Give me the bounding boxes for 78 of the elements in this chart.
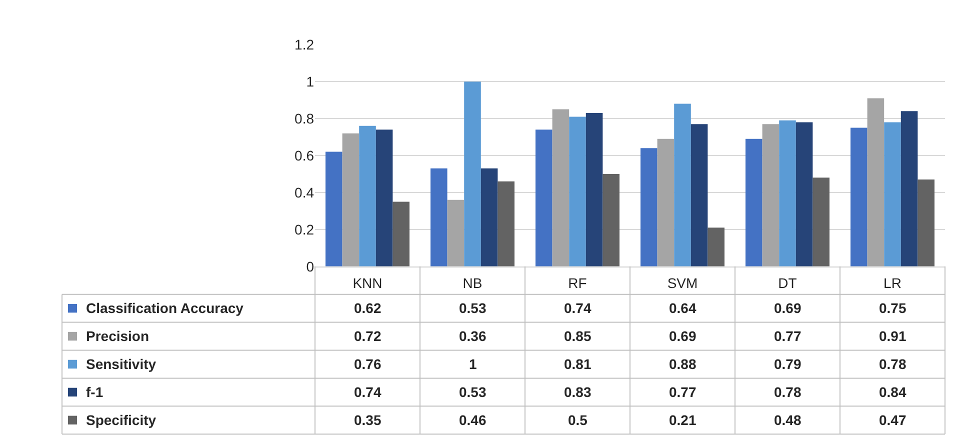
bar [498,181,514,266]
legend-label: Classification Accuracy [86,300,244,316]
data-label: 0.88 [669,356,696,372]
data-label: 0.69 [774,300,802,316]
data-label: 0.81 [564,356,592,372]
data-label: 0.77 [774,328,802,344]
data-label: 0.47 [879,412,906,428]
legend-label: Precision [86,328,150,344]
bar [708,228,724,266]
data-label: 0.46 [459,412,486,428]
bar [762,124,780,266]
bar [690,124,708,266]
bar [867,98,884,266]
y-tick-label: 0.6 [294,147,314,164]
bar [657,138,674,266]
bar [640,148,658,266]
bar [812,178,830,266]
y-tick-label: 1 [306,73,314,90]
bar [918,180,934,266]
legend-label: f-1 [86,384,104,400]
data-label: 0.84 [879,384,906,400]
data-label: 0.85 [564,328,592,344]
data-label: 0.5 [568,412,588,428]
data-label: 0.53 [459,300,486,316]
x-tick-label: LR [884,275,902,292]
data-label: 0.21 [669,412,696,428]
bar [447,200,464,266]
legend-label: Sensitivity [86,356,156,372]
y-tick-label: 0.8 [294,110,314,126]
bar [602,174,620,266]
data-label: 0.48 [774,412,802,428]
data-label: 0.77 [669,384,696,400]
bar [779,120,796,266]
bar [342,133,360,266]
bar [464,82,481,266]
data-label: 0.78 [879,356,906,372]
bar [326,152,342,266]
x-tick-label: DT [778,275,798,292]
data-label: 0.36 [459,328,486,344]
bar [569,116,586,266]
data-label: 0.74 [354,384,382,400]
bar [392,202,410,266]
bar [586,113,603,266]
data-label: 0.91 [879,328,906,344]
x-tick-label: NB [462,275,482,292]
bar [900,111,918,266]
bar [376,130,393,266]
y-tick-label: 0 [306,258,314,274]
bar [552,109,570,266]
data-label: 0.62 [354,300,382,316]
data-label: 1 [469,356,477,372]
bar [430,168,448,266]
data-label: 0.53 [459,384,486,400]
bar [746,138,762,266]
legend-label: Specificity [86,412,156,428]
y-tick-label: 0.2 [294,221,314,238]
bar [674,104,691,266]
bar [536,130,552,266]
bar [796,122,813,266]
data-label: 0.64 [669,300,696,316]
data-label: 0.75 [879,300,906,316]
data-label: 0.76 [354,356,382,372]
y-tick-label: 0.4 [294,184,314,200]
bar [359,126,376,266]
x-tick-label: SVM [667,275,698,292]
data-label: 0.83 [564,384,592,400]
data-label: 0.69 [669,328,696,344]
data-label: 0.78 [774,384,802,400]
data-label: 0.79 [774,356,802,372]
data-label: 0.35 [354,412,382,428]
x-tick-label: KNN [352,275,382,292]
data-label: 0.74 [564,300,592,316]
bar [850,128,868,266]
y-tick-label: 1.2 [294,36,314,53]
x-tick-label: RF [568,275,587,292]
data-label: 0.72 [354,328,382,344]
bar [480,168,498,266]
bar [884,122,901,266]
